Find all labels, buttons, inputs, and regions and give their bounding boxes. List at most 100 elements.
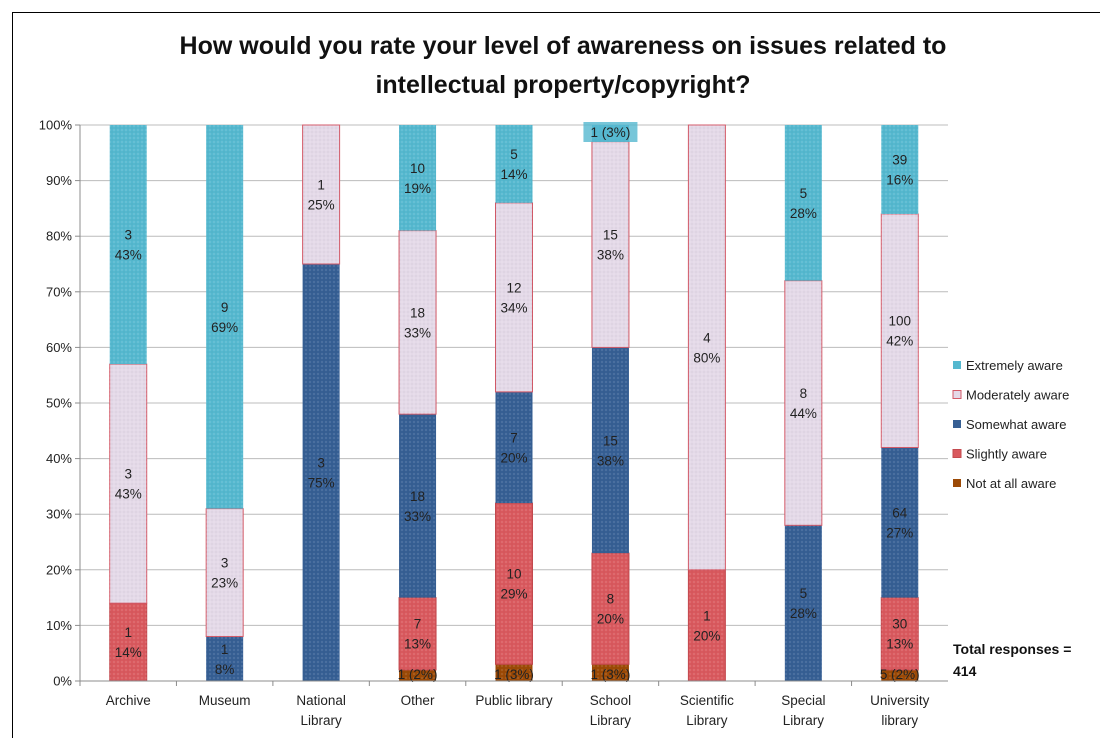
x-category-label: Museum (199, 693, 251, 708)
bar-segment-texture (688, 569, 726, 681)
total-responses-value: 414 (953, 663, 977, 679)
segment-value-label: 1 (703, 608, 711, 623)
segment-value-label: 80% (693, 350, 720, 365)
y-tick-label: 90% (46, 173, 72, 188)
legend-swatch (952, 449, 962, 458)
legend-label: Moderately aware (966, 388, 1069, 403)
x-category-label: Public library (475, 693, 553, 708)
segment-value-label: 4 (703, 330, 711, 345)
segment-value-label: 100 (889, 314, 912, 329)
segment-value-label: 8 (800, 386, 808, 401)
segment-value-label: 20% (693, 628, 720, 643)
segment-value-label: 1 (124, 625, 132, 640)
x-category-label: Library (686, 713, 728, 728)
chart-title-line-1: How would you rate your level of awarene… (180, 32, 947, 60)
x-category-label: Archive (106, 693, 151, 708)
segment-value-label: 27% (886, 526, 913, 541)
legend-label: Slightly aware (966, 447, 1047, 462)
bar-segment-texture (495, 503, 533, 665)
bar-segment-texture (881, 213, 919, 448)
x-category-label: Library (300, 713, 342, 728)
bar-segment-texture (302, 264, 340, 681)
bar-segment-texture (784, 280, 822, 526)
segment-value-label: 3 (317, 456, 325, 471)
segment-value-label: 38% (597, 248, 624, 263)
segment-value-label: 30 (892, 617, 907, 632)
segment-value-label: 3 (124, 228, 132, 243)
y-tick-label: 10% (46, 618, 72, 633)
segment-value-label: 1 (3%) (591, 125, 631, 140)
y-tick-label: 50% (46, 396, 72, 411)
segment-value-label: 12 (506, 280, 521, 295)
segment-value-label: 69% (211, 320, 238, 335)
segment-value-label: 43% (115, 487, 142, 502)
y-tick-label: 60% (46, 340, 72, 355)
segment-value-label: 19% (404, 181, 431, 196)
bar-segment-texture (206, 636, 244, 681)
bar-segment-texture (591, 664, 629, 681)
bar-segment-texture (591, 347, 629, 554)
x-category-label: National (296, 693, 346, 708)
y-tick-label: 80% (46, 229, 72, 244)
bars (109, 124, 919, 682)
bar-segment-texture (784, 525, 822, 681)
segment-labels: 114%343%343%18%323%969%375%125%1 (2%)713… (115, 122, 920, 682)
segment-value-label: 18 (410, 305, 425, 320)
segment-value-label: 5 (800, 186, 808, 201)
bar-segment-texture (495, 202, 533, 392)
stacked-bar-chart: How would you rate your level of awarene… (39, 32, 1072, 728)
segment-value-label: 1 (2%) (398, 667, 438, 682)
segment-value-label: 5 (2%) (880, 667, 920, 682)
segment-value-label: 38% (597, 453, 624, 468)
segment-value-label: 15 (603, 433, 618, 448)
legend-swatch (952, 390, 962, 399)
bar-segment-texture (881, 447, 919, 598)
segment-value-label: 8 (607, 592, 615, 607)
bar-segment-texture (109, 364, 147, 604)
segment-value-label: 28% (790, 606, 817, 621)
segment-value-label: 1 (3%) (494, 667, 534, 682)
segment-value-label: 34% (500, 300, 527, 315)
bar-segment-texture (495, 664, 533, 681)
y-tick-label: 20% (46, 562, 72, 577)
chart-title-line-2: intellectual property/copyright? (375, 71, 750, 99)
bar-segment-texture (109, 603, 147, 681)
bar-segment-texture (302, 125, 340, 264)
segment-value-label: 15 (603, 228, 618, 243)
bar-segment-texture (495, 125, 533, 203)
segment-value-label: 23% (211, 576, 238, 591)
bar-segment-texture (688, 125, 726, 570)
x-category-label: Library (590, 713, 632, 728)
segment-value-label: 33% (404, 325, 431, 340)
segment-value-label: 5 (510, 147, 518, 162)
x-category-label: School (590, 693, 631, 708)
legend-swatch (953, 361, 961, 369)
bar-segment-texture (206, 125, 244, 509)
segment-value-label: 44% (790, 406, 817, 421)
x-category-label: Library (783, 713, 825, 728)
bar-segment-texture (784, 125, 822, 281)
bar-segment-texture (881, 125, 919, 214)
bar-segment-texture (109, 125, 147, 365)
bar-segment-texture (399, 125, 437, 231)
segment-value-label: 25% (308, 198, 335, 213)
chart-frame: How would you rate your level of awarene… (12, 12, 1100, 738)
legend: Extremely aware Moderately aware Somewhat … (952, 358, 1069, 491)
legend-label: Not at all aware (966, 476, 1056, 491)
bar-segment-texture (399, 669, 437, 681)
bar-segment-texture (399, 597, 437, 670)
bar-segment-texture (399, 414, 437, 598)
segment-value-label: 20% (500, 450, 527, 465)
bar-segment-texture (881, 597, 919, 670)
bar-segment-texture (399, 230, 437, 415)
bar-segment-texture (591, 141, 629, 348)
legend-label: Extremely aware (966, 358, 1063, 373)
y-tick-label: 30% (46, 507, 72, 522)
x-category-label: Scientific (680, 693, 734, 708)
segment-value-label: 1 (221, 642, 229, 657)
segment-value-label: 13% (404, 637, 431, 652)
segment-value-label: 14% (500, 167, 527, 182)
y-tick-label: 40% (46, 451, 72, 466)
y-tick-label: 70% (46, 284, 72, 299)
small-label-box (583, 122, 638, 142)
